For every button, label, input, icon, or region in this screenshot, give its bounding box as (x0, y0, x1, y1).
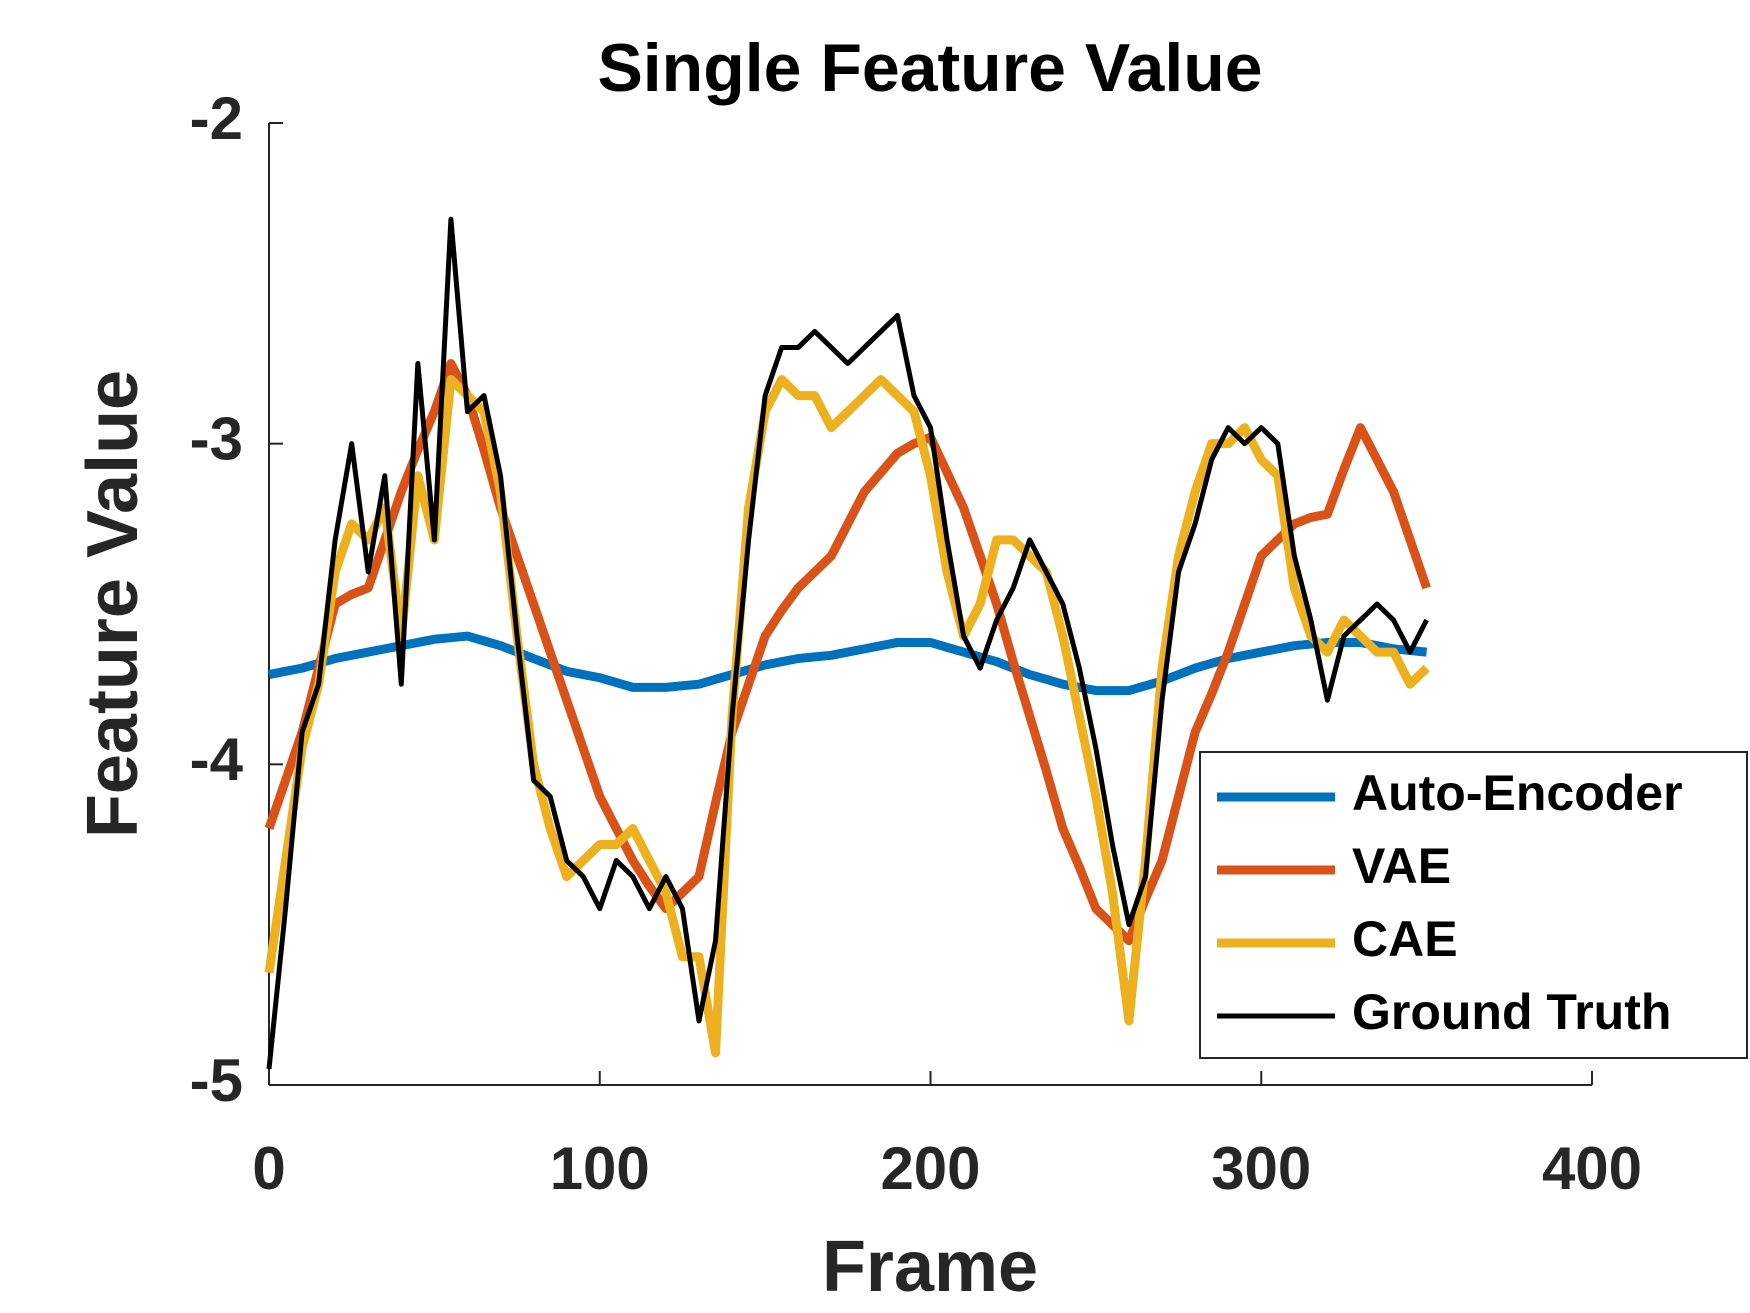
y-tick-label: -4 (190, 726, 244, 793)
legend-label: Auto-Encoder (1352, 765, 1683, 821)
chart-title: Single Feature Value (597, 30, 1262, 106)
y-tick-label: -5 (190, 1047, 243, 1114)
y-tick-label: -3 (190, 406, 243, 473)
series-line (268, 631, 1428, 696)
legend: Auto-Encoder VAE CAE Ground Truth (1199, 751, 1748, 1059)
x-tick-label: 400 (1542, 1135, 1642, 1202)
x-tick-label: 0 (252, 1135, 285, 1202)
x-tick-label: 200 (880, 1135, 980, 1202)
x-tick-label: 100 (550, 1135, 650, 1202)
legend-label: VAE (1352, 838, 1451, 894)
series-line (266, 216, 1429, 1070)
y-tick-label: -2 (190, 85, 243, 152)
x-tick-label: 300 (1211, 1135, 1311, 1202)
legend-label: Ground Truth (1352, 984, 1671, 1040)
series-line (264, 375, 1430, 1058)
y-axis-label: Feature Value (73, 370, 153, 838)
legend-box (1199, 751, 1748, 1059)
x-axis-label: Frame (822, 1227, 1038, 1307)
legend-label: CAE (1352, 911, 1458, 967)
